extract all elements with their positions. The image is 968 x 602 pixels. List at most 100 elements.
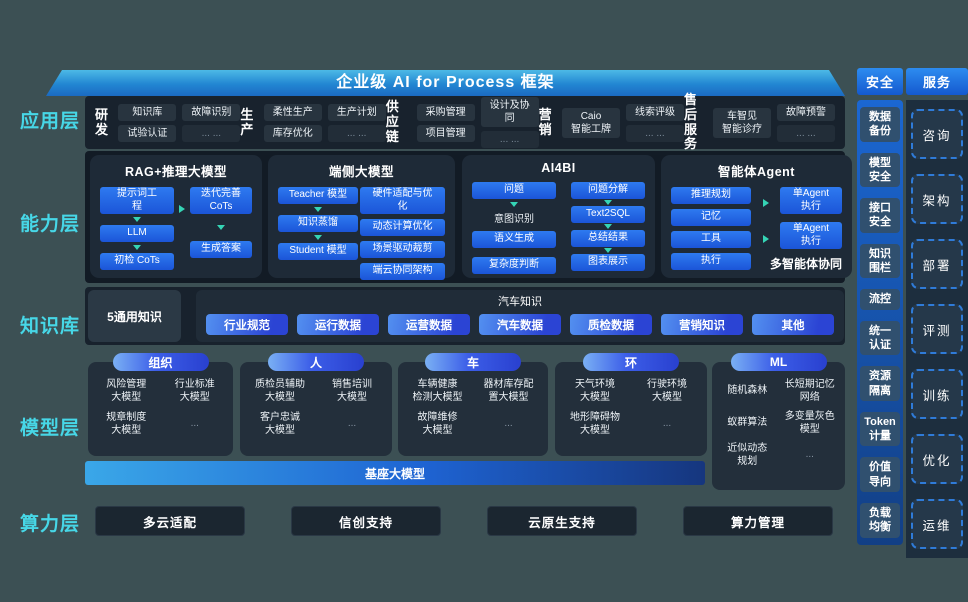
layer-label-knowledge: 知识库 <box>20 316 81 337</box>
model-item: 蚁群算法 <box>727 417 768 429</box>
rag-step: 提示词工 程 <box>100 187 174 214</box>
edge-feature: 动态计算优化 <box>360 219 445 236</box>
model-item: 器材库存配 置大模型 <box>483 379 534 403</box>
app-group-name: 供应链 <box>385 99 399 144</box>
app-item: 故障预警 <box>777 103 835 121</box>
security-item: 流控 <box>860 289 900 310</box>
ai4bi-step: 图表展示 <box>571 254 645 271</box>
security-item: 接口 安全 <box>860 198 900 233</box>
rag-result: 迭代完善 CoTs <box>190 187 252 214</box>
knowledge-pill: 运营数据 <box>388 314 470 335</box>
arrow-down-icon <box>604 248 612 253</box>
edge-feature: 端云协同架构 <box>360 263 445 280</box>
arrow-down-icon <box>510 202 518 207</box>
arrow-down-icon <box>604 200 612 205</box>
service-item: 评测 <box>911 304 963 354</box>
rag-result: 生成答案 <box>190 241 252 258</box>
rag-step: LLM <box>100 225 174 242</box>
edge-step: 知识蒸馏 <box>278 215 358 232</box>
agent-exec: 单Agent 执行 <box>780 222 842 249</box>
security-item: 资源 隔离 <box>860 366 900 401</box>
agent-module: 记忆 <box>671 209 751 226</box>
multi-agent-label: 多智能体协同 <box>769 257 842 271</box>
ai4bi-step: 语义生成 <box>472 231 556 248</box>
layer-label-capability: 能力层 <box>20 214 81 235</box>
security-item: Token 计量 <box>860 411 900 447</box>
layer-label-application: 应用层 <box>20 111 81 132</box>
panel-title: 智能体Agent <box>718 165 795 179</box>
layer-label-model: 模型层 <box>20 418 81 439</box>
auto-knowledge-panel: 汽车知识 行业规范 运行数据 运营数据 汽车数据 质检数据 营销知识 其他 <box>196 290 844 342</box>
app-item: 知识库 <box>118 103 177 121</box>
base-model-bar: 基座大模型 <box>85 461 705 485</box>
app-group-supply-chain: 供应链 采购管理 项目管理 设计及协同 ... ... <box>385 97 539 148</box>
app-group-name: 研发 <box>95 106 109 137</box>
application-layer-band: 研发 知识库 试验认证 故障识别 ... ... 生产 柔性生产 库存优化 生产… <box>85 92 845 151</box>
model-item-more: ... <box>504 418 513 430</box>
title-banner: 企业级 AI for Process 框架 <box>46 70 845 96</box>
knowledge-pill: 其他 <box>752 314 834 335</box>
arrow-right-icon <box>762 235 769 243</box>
model-item: 行驶环境 大模型 <box>647 379 687 403</box>
app-item: 设计及协同 <box>480 97 539 127</box>
model-item: 近似动态 规划 <box>727 443 768 467</box>
panel-title: AI4BI <box>541 161 576 175</box>
knowledge-pill: 行业规范 <box>206 314 288 335</box>
security-item: 价值 导向 <box>860 457 900 493</box>
knowledge-pill: 质检数据 <box>570 314 652 335</box>
model-item: 随机森林 <box>727 385 768 397</box>
security-item: 统一 认证 <box>860 320 900 356</box>
general-knowledge-box: 5通用知识 <box>88 290 181 342</box>
security-header: 安全 <box>857 68 903 95</box>
arrow-down-icon <box>217 225 225 230</box>
auto-knowledge-title: 汽车知识 <box>498 296 542 308</box>
app-item-more: ... ... <box>327 124 386 142</box>
app-group-name: 生产 <box>240 106 254 137</box>
panel-ai4bi: AI4BI 问题 意图识别 语义生成 复杂度判断 问题分解 Text2SQL 总… <box>462 155 655 278</box>
model-item: 车辆健康 检测大模型 <box>412 379 463 403</box>
edge-step: Student 模型 <box>278 243 358 260</box>
service-item: 部署 <box>911 239 963 289</box>
model-item: 天气环境 大模型 <box>575 379 615 403</box>
app-group-after-sales: 售后服务 车智见 智能诊疗 故障预警 ... ... <box>684 92 835 151</box>
service-item: 训练 <box>911 369 963 419</box>
model-item: 地形障碍物 大模型 <box>570 412 620 436</box>
model-item-more: ... <box>662 418 672 430</box>
app-item: 故障识别 <box>182 103 241 121</box>
panel-agent: 智能体Agent 推理规划 记忆 工具 执行 单Agent 执行 单Agent … <box>661 155 852 278</box>
agent-exec: 单Agent 执行 <box>780 187 842 214</box>
arrow-down-icon <box>314 235 322 240</box>
ai4bi-step: 复杂度判断 <box>472 257 556 274</box>
model-item: 销售培训 大模型 <box>332 379 372 403</box>
app-group-production: 生产 柔性生产 库存优化 生产计划 ... ... <box>240 101 386 145</box>
knowledge-pill: 汽车数据 <box>479 314 561 335</box>
model-item-more: ... <box>190 418 199 430</box>
compute-multicloud: 多云适配 <box>95 506 245 536</box>
app-item: 车智见 智能诊疗 <box>713 107 771 138</box>
app-group-name: 售后服务 <box>683 91 697 152</box>
security-item: 知识 围栏 <box>860 243 900 279</box>
app-item: 生产计划 <box>327 103 386 121</box>
service-item: 优化 <box>911 434 963 484</box>
security-item: 数据 备份 <box>860 107 900 142</box>
app-item: 试验认证 <box>118 124 177 142</box>
app-item-more: ... ... <box>625 124 684 142</box>
agent-module: 工具 <box>671 231 751 248</box>
panel-title: RAG+推理大模型 <box>124 165 228 179</box>
model-col-vehicle: 车 车辆健康 检测大模型 器材库存配 置大模型 故障维修 大模型 ... <box>398 353 548 456</box>
compute-management: 算力管理 <box>683 506 833 536</box>
model-col-person: 人 质检员辅助 大模型 销售培训 大模型 客户忠诚 大模型 ... <box>240 353 392 456</box>
model-col-header: 组织 <box>112 353 209 371</box>
model-col-ml: ML 随机森林 长短期记忆 网络 蚁群算法 多变量灰色 模型 近似动态 规划 .… <box>712 353 845 490</box>
arrow-right-icon <box>179 205 185 213</box>
service-item: 咨询 <box>911 109 963 159</box>
edge-step: Teacher 模型 <box>278 187 358 204</box>
app-item: 柔性生产 <box>263 103 322 121</box>
model-item: 多变量灰色 模型 <box>784 411 835 435</box>
compute-xinchuang: 信创支持 <box>291 506 441 536</box>
model-item-more: ... <box>805 449 814 461</box>
app-item: Caio 智能工牌 <box>561 107 620 138</box>
model-item: 客户忠诚 大模型 <box>260 412 300 436</box>
app-item: 采购管理 <box>416 103 475 121</box>
